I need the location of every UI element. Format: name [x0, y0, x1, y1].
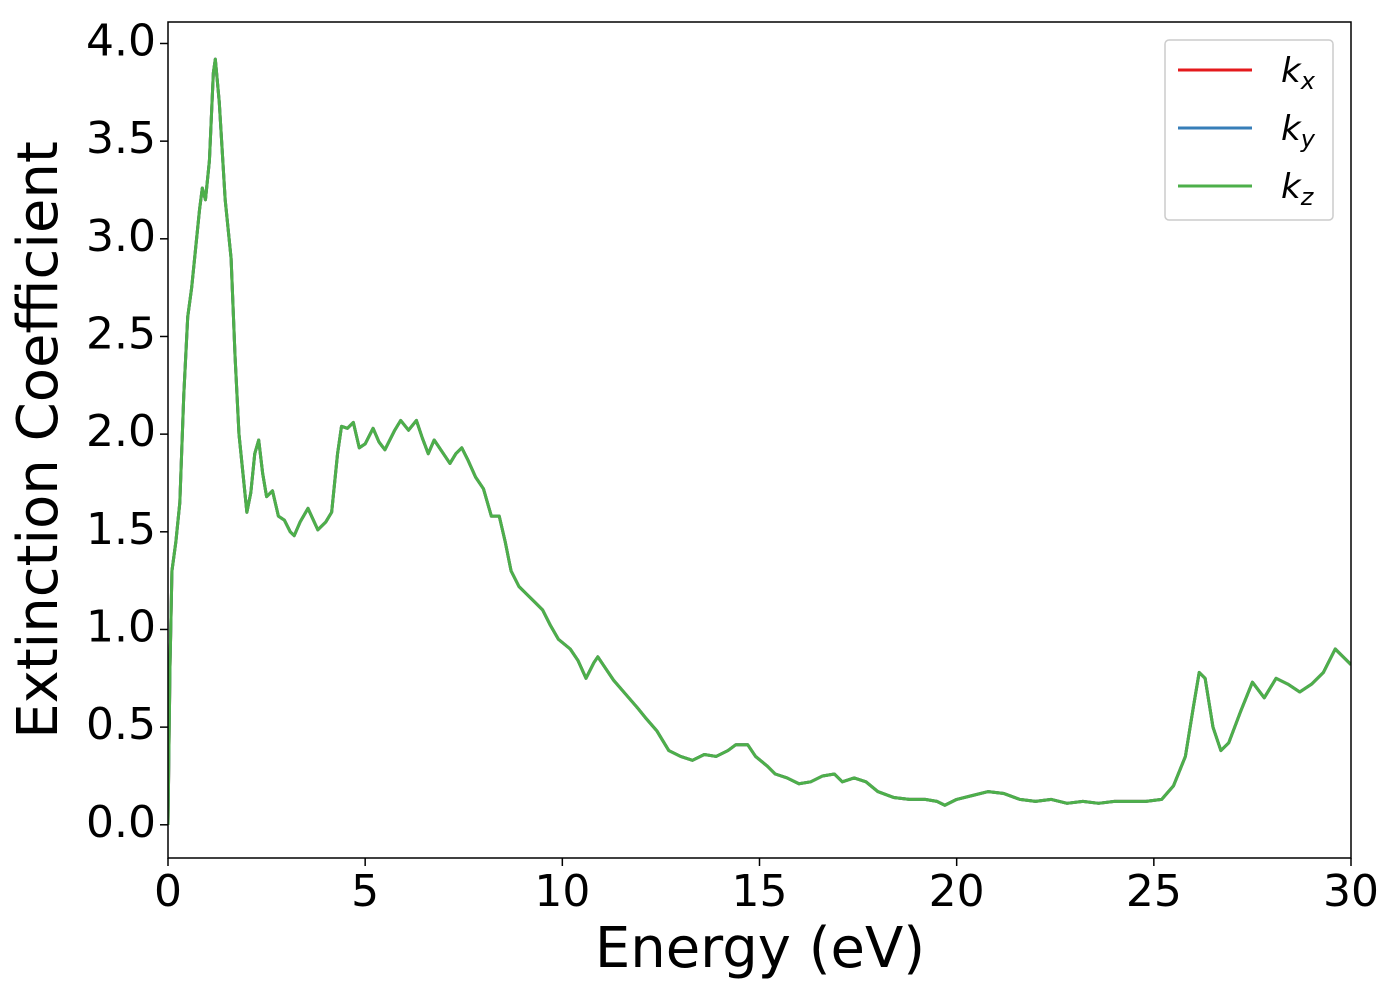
- y-tick-label: 2.0: [86, 406, 156, 457]
- x-tick-label: 25: [1126, 866, 1182, 917]
- x-tick-label: 10: [534, 866, 590, 917]
- y-tick-label: 3.5: [86, 113, 156, 164]
- y-tick-label: 2.5: [86, 308, 156, 359]
- x-tick-label: 20: [929, 866, 985, 917]
- y-tick-label: 1.5: [86, 504, 156, 555]
- y-tick-label: 3.0: [86, 211, 156, 262]
- x-tick-label: 30: [1323, 866, 1379, 917]
- series-line: [168, 57, 1351, 825]
- plot-frame: [167, 21, 1352, 859]
- legend-box: [1164, 39, 1334, 221]
- y-tick-label: 4.0: [86, 15, 156, 66]
- legend-label: kx: [1281, 51, 1316, 95]
- y-tick-label: 1.0: [86, 601, 156, 652]
- y-tick-label: 0.5: [86, 699, 156, 750]
- y-axis-label: Extinction Coefficient: [6, 141, 71, 739]
- x-tick-label: 5: [351, 866, 379, 917]
- y-tick-label: 0.0: [86, 797, 156, 848]
- legend-label: ky: [1281, 109, 1316, 153]
- legend-label: kz: [1281, 167, 1315, 211]
- x-tick-label: 15: [732, 866, 788, 917]
- x-axis-label: Energy (eV): [595, 916, 925, 981]
- x-tick-label: 0: [154, 866, 182, 917]
